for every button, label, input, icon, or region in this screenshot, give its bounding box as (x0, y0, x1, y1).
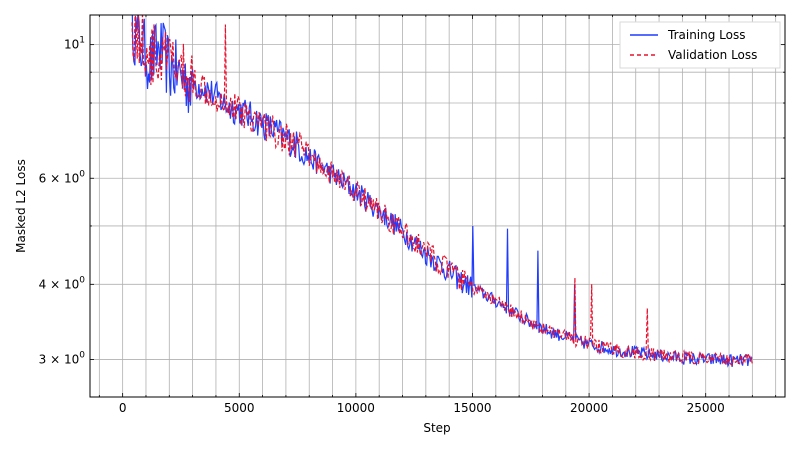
x-tick-label: 25000 (687, 401, 725, 415)
x-tick-label: 20000 (570, 401, 608, 415)
y-tick-exponent: 0 (79, 351, 85, 361)
series-layer (131, 15, 753, 368)
y-tick-exponent: 0 (79, 169, 85, 179)
y-tick-label: 6 × 100 (39, 169, 86, 185)
legend-training-label: Training Loss (667, 28, 745, 42)
y-tick-exponent: 0 (79, 275, 85, 285)
legend: Training Loss Validation Loss (619, 21, 781, 69)
legend-box (619, 21, 781, 69)
x-axis-label: Step (423, 421, 450, 435)
legend-validation-label: Validation Loss (668, 48, 757, 62)
x-tick-label: 0 (119, 401, 127, 415)
plot-frame (89, 14, 786, 398)
y-tick-label: 4 × 100 (39, 275, 86, 291)
y-tick-label: 3 × 100 (39, 351, 86, 367)
x-tick-label: 5000 (224, 401, 255, 415)
y-axis-label: Masked L2 Loss (14, 159, 28, 253)
training-loss-line (131, 15, 753, 368)
x-tick-label: 15000 (453, 401, 491, 415)
y-tick-exponent: 1 (79, 36, 85, 46)
validation-loss-line (131, 15, 753, 367)
x-tick-label: 10000 (337, 401, 375, 415)
